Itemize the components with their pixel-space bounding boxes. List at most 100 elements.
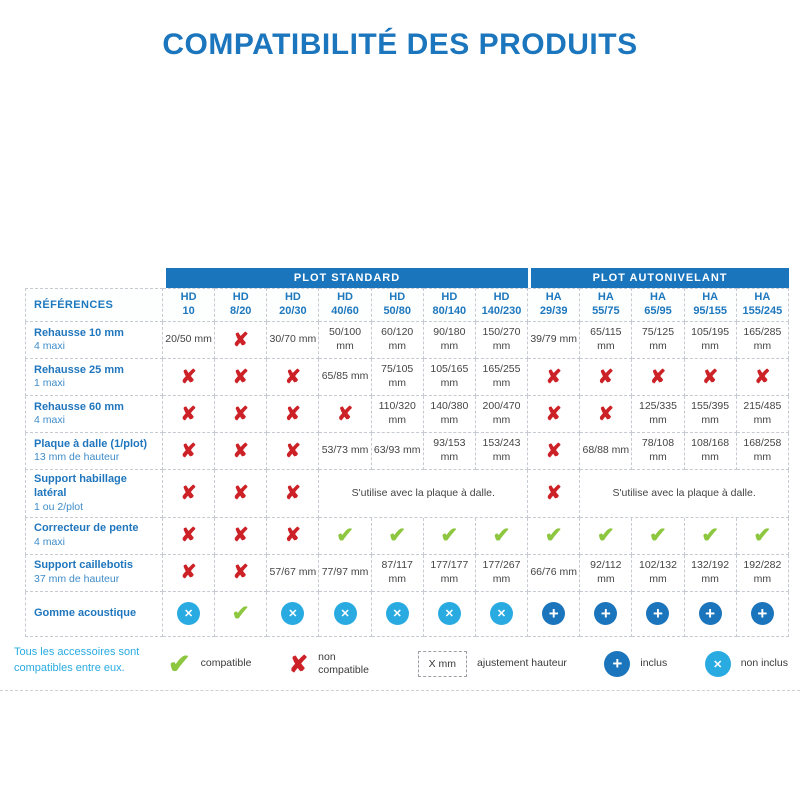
check-icon: ✔ <box>753 524 772 548</box>
cross-icon: ✘ <box>288 650 309 677</box>
table-row: Support habillage latéral 1 ou 2/plot ✘ ✘ ✘ S… <box>25 470 789 518</box>
cross-icon: ✘ <box>284 440 301 462</box>
row-label: Rehausse 10 mm 4 maxi <box>25 322 163 359</box>
not-included-icon: ✕ <box>281 602 305 626</box>
table-cell: 53/73 mm <box>319 433 372 470</box>
cross-icon: ✘ <box>180 403 197 425</box>
table-cell: 39/79 mm <box>528 322 581 359</box>
column-header-hd-80-140: HD 80/140 <box>423 288 476 322</box>
cross-icon: ✘ <box>702 366 719 388</box>
legend: ✔ compatible ✘ non compatible X mm ajustement… <box>168 642 788 686</box>
table-cell: ✘ <box>528 470 581 518</box>
table-cell: 132/192 mm <box>684 554 737 592</box>
row-subtitle: 13 mm de hauteur <box>34 451 120 464</box>
group-header-plot-autonivelant: PLOT AUTONIVELANT <box>528 268 789 288</box>
table-cell: + <box>580 591 633 637</box>
table-cell: ✘ <box>163 433 216 470</box>
table-cell: 65/85 mm <box>319 359 372 396</box>
table-cell: 215/485 mm <box>736 396 789 433</box>
table-cell: 60/120 mm <box>371 322 424 359</box>
column-header-size: 55/75 <box>592 305 620 317</box>
table-cell: 66/76 mm <box>528 554 581 592</box>
legend-item: X mm ajustement hauteur <box>417 651 567 677</box>
not-included-icon: ✕ <box>490 602 514 626</box>
table-cell: ✘ <box>215 322 268 359</box>
table-cell: 50/100 mm <box>319 322 372 359</box>
column-header-size: 155/245 <box>742 305 783 317</box>
table-cell: 102/132 mm <box>632 554 685 592</box>
table-row: Plaque à dalle (1/plot) 13 mm de hauteur ✘… <box>25 433 789 470</box>
cross-icon: ✘ <box>284 366 301 388</box>
table-cell: ✘ <box>163 396 216 433</box>
column-header-size: 80/140 <box>432 305 467 317</box>
row-label: Correcteur de pente 4 maxi <box>25 517 163 555</box>
references-corner <box>25 268 163 288</box>
column-header-hd-8-20: HD 8/20 <box>215 288 268 322</box>
cross-icon: ✘ <box>545 403 562 425</box>
column-header-ha-29-39: HA 29/39 <box>528 288 581 322</box>
table-cell: 192/282 mm <box>736 554 789 592</box>
table-cell: ✘ <box>267 396 320 433</box>
row-label: Support caillebotis 37 mm de hauteur <box>25 554 163 592</box>
legend-item: + inclus <box>604 651 667 677</box>
column-header-hd-10: HD 10 <box>163 288 216 322</box>
table-cell: ✘ <box>215 554 268 592</box>
check-icon: ✔ <box>649 524 667 548</box>
cross-icon: ✘ <box>232 329 249 351</box>
cross-icon: ✘ <box>284 403 301 425</box>
column-header-ha-95-155: HA 95/155 <box>684 288 737 322</box>
table-cell: 125/335 mm <box>632 396 685 433</box>
legend-label: compatible <box>200 657 252 670</box>
table-row: Rehausse 25 mm 1 maxi ✘ ✘ ✘ 65/85 mm 75/105 mm… <box>25 359 789 396</box>
table-cell: ✔ <box>528 517 581 555</box>
table-cell: ✘ <box>736 359 789 396</box>
table-cell: ✔ <box>736 517 789 555</box>
row-label: Rehausse 25 mm 1 maxi <box>25 359 163 396</box>
table-row: Rehausse 10 mm 4 maxi 20/50 mm ✘ 30/70 mm 50/… <box>25 322 789 359</box>
row-subtitle: 4 maxi <box>34 340 65 353</box>
table-cell: ✔ <box>423 517 476 555</box>
table-cell: ✘ <box>163 359 216 396</box>
table-cell: ✕ <box>371 591 424 637</box>
row-subtitle: 37 mm de hauteur <box>34 572 120 585</box>
table-cell: ✘ <box>580 396 633 433</box>
compatibility-table: PLOT STANDARD PLOT AUTONIVELANT RÉFÉRENCES… <box>25 268 789 637</box>
column-header-hd-40-60: HD 40/60 <box>319 288 372 322</box>
table-cell: 75/125 mm <box>632 322 685 359</box>
legend-label: ajustement hauteur <box>477 657 567 670</box>
table-cell: ✔ <box>475 517 529 555</box>
row-name: Support habillage latéral <box>34 473 127 499</box>
row-label: Support habillage latéral 1 ou 2/plot <box>25 470 163 518</box>
table-cell: ✘ <box>528 433 581 470</box>
table-cell: ✘ <box>215 470 268 518</box>
table-cell: 68/88 mm <box>580 433 633 470</box>
table-cell: ✘ <box>684 359 737 396</box>
column-header-series: HD <box>232 291 249 304</box>
legend-label: non compatible <box>318 650 369 676</box>
row-subtitle: 1 ou 2/plot <box>34 500 84 513</box>
column-header-series: HD <box>441 291 458 304</box>
table-cell: 150/270 mm <box>475 322 529 359</box>
table-cell: ✔ <box>371 517 424 555</box>
table-cell: 77/97 mm <box>319 554 372 592</box>
included-icon: + <box>698 602 722 626</box>
not-included-icon: ✕ <box>437 602 461 626</box>
check-icon: ✔ <box>597 524 615 548</box>
column-header-size: 95/155 <box>693 305 727 317</box>
column-header-ha-155-245: HA 155/245 <box>736 288 789 322</box>
table-cell: ✘ <box>163 554 216 592</box>
table-cell: ✘ <box>267 433 320 470</box>
table-cell: ✕ <box>267 591 320 637</box>
included-icon: + <box>646 602 670 626</box>
table-cell: ✘ <box>319 396 372 433</box>
not-included-icon: ✕ <box>177 602 201 626</box>
cross-icon: ✘ <box>754 366 771 388</box>
table-cell: ✘ <box>267 359 320 396</box>
cross-icon: ✘ <box>545 440 562 462</box>
table-cell: 63/93 mm <box>371 433 424 470</box>
column-header-ha-55-75: HA 55/75 <box>580 288 633 322</box>
column-header-ha-65-95: HA 65/95 <box>632 288 685 322</box>
table-cell: S'utilise avec la plaque à dalle. <box>319 470 529 518</box>
not-included-icon: ✕ <box>385 602 409 626</box>
